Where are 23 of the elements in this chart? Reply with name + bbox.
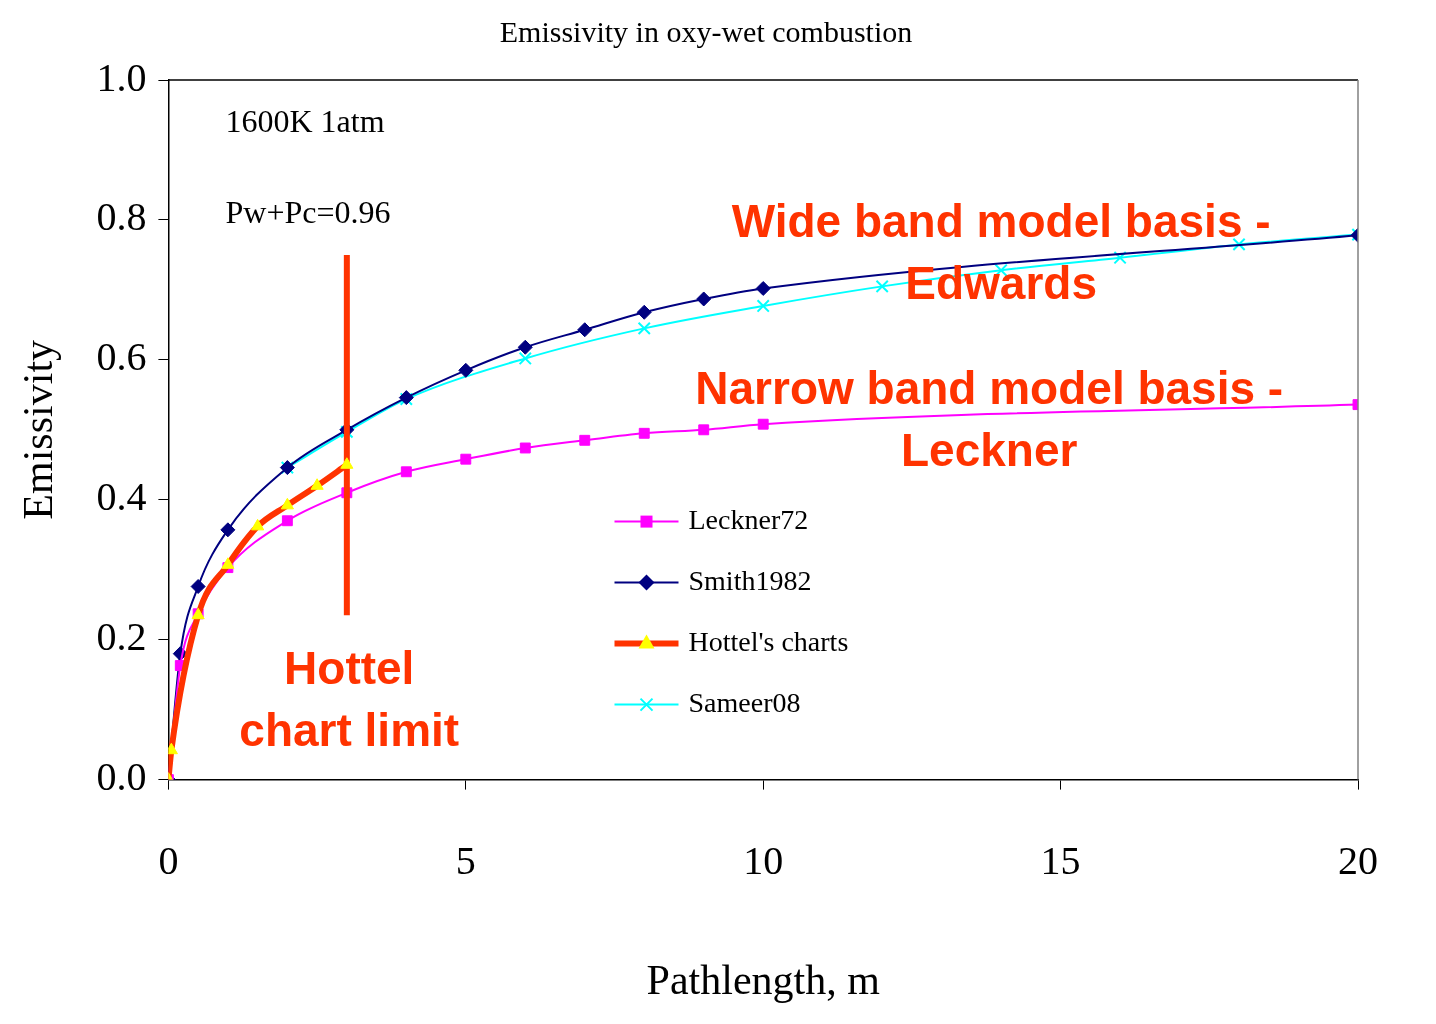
x-axis-title: Pathlength, m <box>646 956 881 1003</box>
annotation: Wide band model basis - Edwards <box>731 194 1271 309</box>
y-tick-label: 0.2 <box>96 614 147 660</box>
legend-label: Sameer08 <box>688 686 801 718</box>
x-tick-label: 5 <box>455 838 476 884</box>
legend-label: Hottel's charts <box>688 625 849 657</box>
annotation: Narrow band model basis - Leckner <box>695 362 1284 477</box>
y-tick-label: 0.8 <box>96 194 147 240</box>
x-tick-label: 10 <box>743 838 784 884</box>
chart-title: Emissivity in oxy-wet combustion <box>499 14 913 48</box>
annotation: Pw+Pc=0.96 <box>225 194 391 231</box>
y-tick-label: 0.6 <box>96 334 147 380</box>
x-tick-label: 20 <box>1338 838 1378 884</box>
y-tick-label: 0.0 <box>96 754 147 800</box>
legend-label: Leckner72 <box>688 503 809 535</box>
annotation: Hottel chart limit <box>239 642 460 757</box>
annotation: 1600K 1atm <box>225 103 385 140</box>
y-tick-label: 1.0 <box>96 54 147 100</box>
y-tick-label: 0.4 <box>96 474 147 520</box>
legend-label: Smith1982 <box>688 564 812 596</box>
x-tick-label: 15 <box>1040 838 1081 884</box>
y-axis-title: Emissivity <box>15 339 62 520</box>
x-tick-label: 0 <box>158 838 179 884</box>
